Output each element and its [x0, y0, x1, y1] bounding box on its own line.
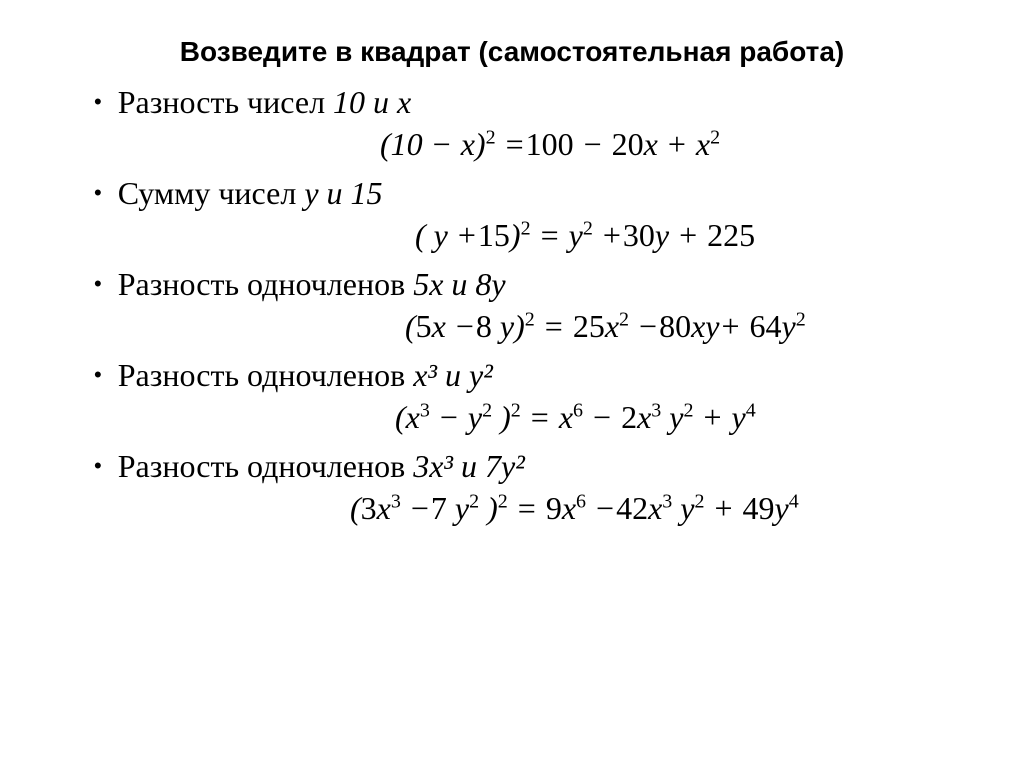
bullet-icon: • — [94, 355, 102, 395]
prompt-italic: х³ и у² — [413, 357, 493, 393]
formula: (10 − x)2 =100 − 20x + x2 — [50, 126, 974, 163]
prompt-prefix: Разность одночленов — [118, 448, 414, 484]
item-prompt: Разность одночленов 3х³ и 7у² — [118, 446, 525, 486]
formula: (5x −8 y)2 = 25x2 −80xy+ 64y2 — [50, 308, 974, 345]
list-item: • Разность одночленов х³ и у² — [50, 355, 974, 395]
prompt-italic: 3х³ и 7у² — [413, 448, 525, 484]
bullet-icon: • — [94, 446, 102, 486]
prompt-prefix: Разность чисел — [118, 84, 333, 120]
list-item: • Сумму чисел у и 15 — [50, 173, 974, 213]
prompt-prefix: Сумму чисел — [118, 175, 305, 211]
item-prompt: Разность одночленов 5х и 8у — [118, 264, 506, 304]
bullet-icon: • — [94, 173, 102, 213]
prompt-italic: у и 15 — [304, 175, 382, 211]
item-prompt: Разность одночленов х³ и у² — [118, 355, 493, 395]
formula: (3x3 −7 y2 )2 = 9x6 −42x3 y2 + 49y4 — [50, 490, 974, 527]
page: Возведите в квадрат (самостоятельная раб… — [0, 0, 1024, 527]
formula: (x3 − y2 )2 = x6 − 2x3 y2 + y4 — [50, 399, 974, 436]
bullet-icon: • — [94, 82, 102, 122]
page-title: Возведите в квадрат (самостоятельная раб… — [50, 36, 974, 68]
prompt-prefix: Разность одночленов — [118, 357, 414, 393]
prompt-italic: 5х и 8у — [413, 266, 505, 302]
bullet-icon: • — [94, 264, 102, 304]
list-item: • Разность одночленов 3х³ и 7у² — [50, 446, 974, 486]
items-container: • Разность чисел 10 и х (10 − x)2 =100 − 2… — [50, 82, 974, 527]
prompt-prefix: Разность одночленов — [118, 266, 414, 302]
item-prompt: Разность чисел 10 и х — [118, 82, 412, 122]
list-item: • Разность одночленов 5х и 8у — [50, 264, 974, 304]
formula: ( y +15)2 = y2 +30y + 225 — [50, 217, 974, 254]
item-prompt: Сумму чисел у и 15 — [118, 173, 383, 213]
prompt-italic: 10 и х — [333, 84, 411, 120]
list-item: • Разность чисел 10 и х — [50, 82, 974, 122]
